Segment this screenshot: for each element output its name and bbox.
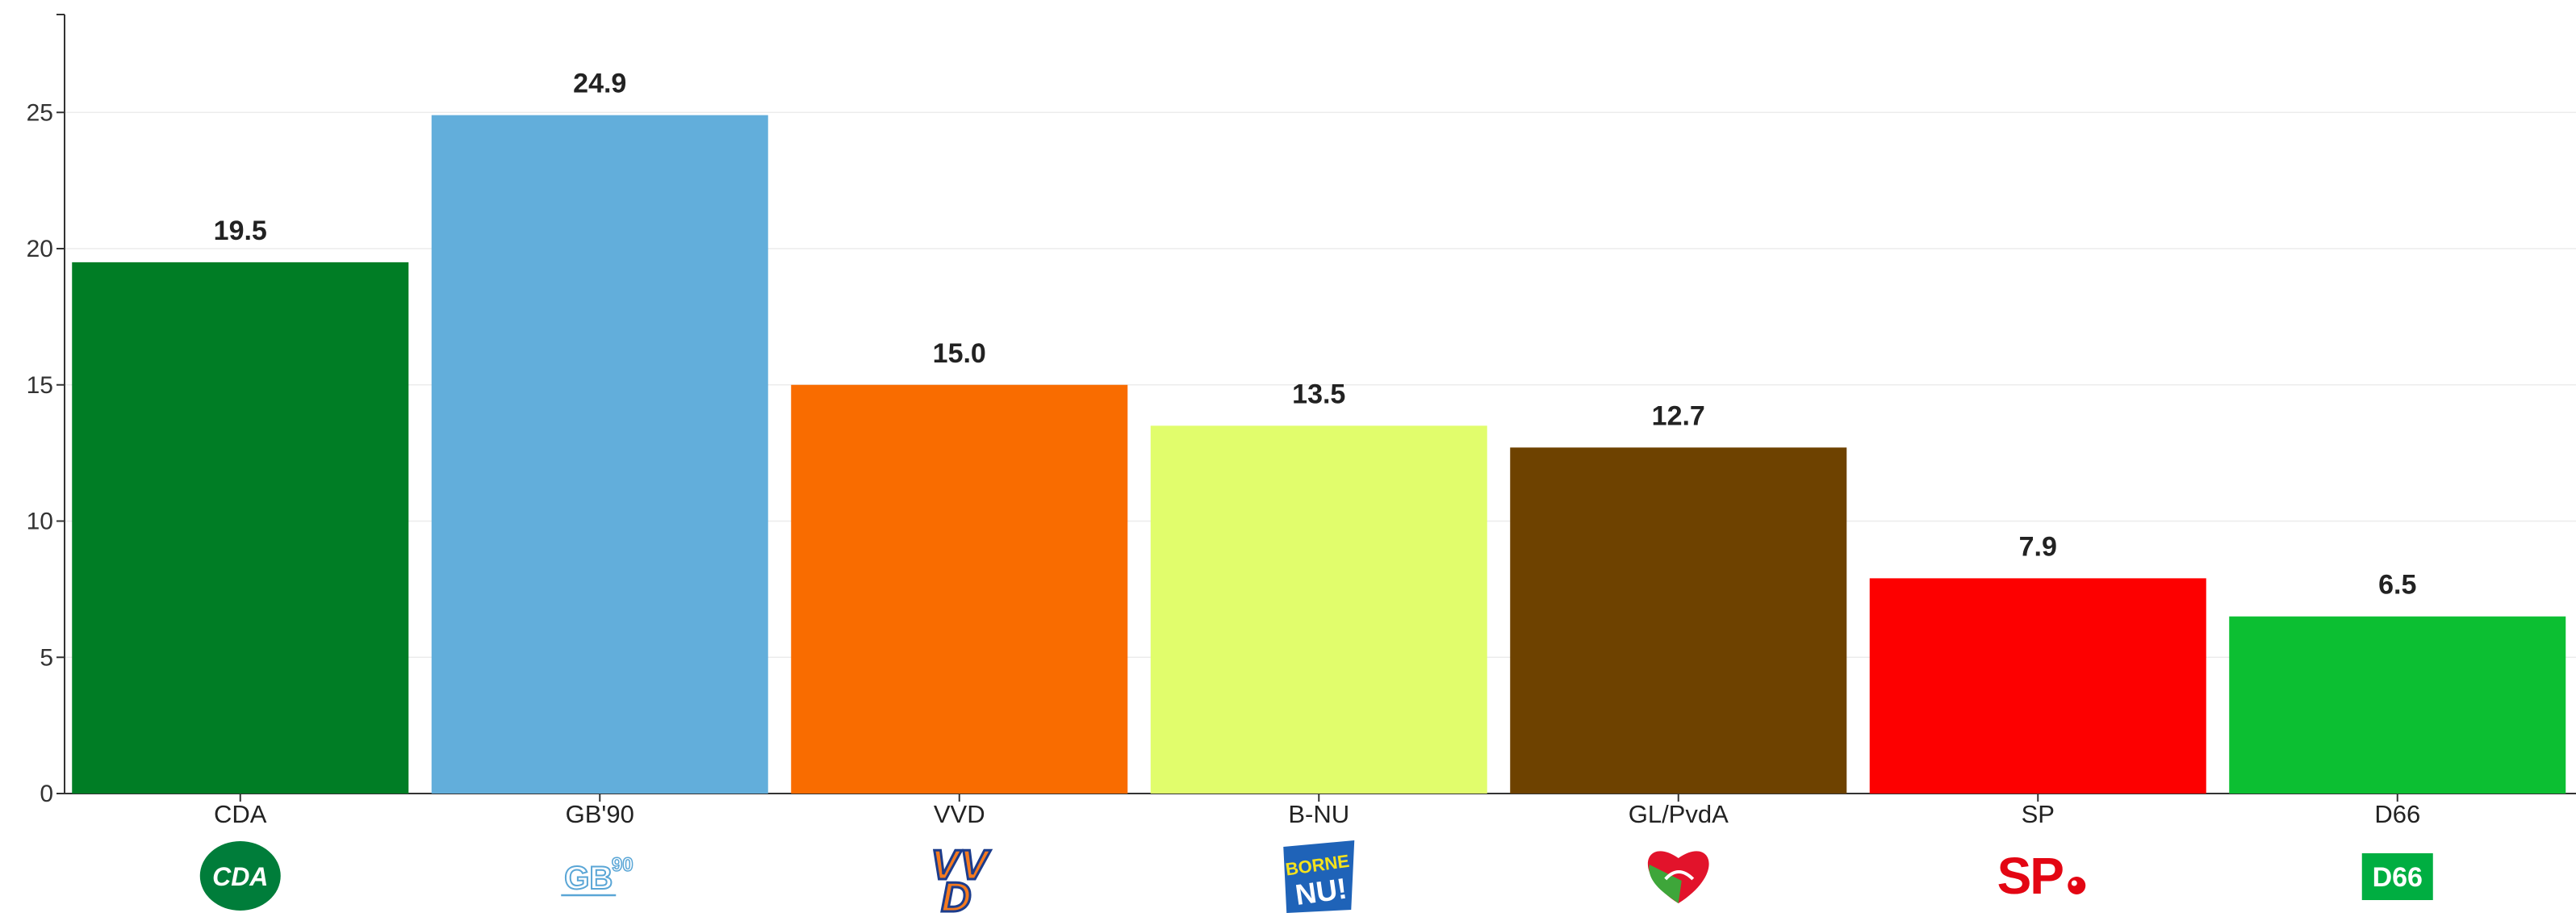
category-label: GB'90 (566, 800, 634, 828)
d66-logo-icon: D66 (2361, 853, 2433, 900)
bars (72, 115, 2566, 794)
bar-vvd (791, 384, 1128, 794)
svg-text:SP: SP (1997, 847, 2064, 905)
y-tick-label: 15 (27, 372, 53, 399)
bar-gb-90 (431, 115, 768, 794)
y-tick-label: 25 (27, 99, 53, 126)
vvd-logo-icon: V VD (930, 841, 993, 913)
x-axis-labels: CDA GB'90 VVD B-NU GL/PvdA SP D66 (214, 794, 2420, 828)
svg-text:90: 90 (612, 854, 634, 876)
svg-text:D66: D66 (2373, 862, 2423, 893)
svg-text:NU!: NU! (1293, 872, 1349, 912)
svg-text:GB: GB (564, 861, 613, 896)
svg-text:V: V (930, 842, 962, 889)
value-label: 6.5 (2378, 570, 2416, 601)
category-label: SP (2022, 800, 2055, 828)
value-labels: 19.5 24.9 15.0 13.5 12.7 7.9 6.5 (214, 69, 2417, 601)
value-label: 24.9 (573, 69, 626, 99)
value-label: 15.0 (933, 338, 986, 369)
cda-logo-icon: CDA (199, 841, 281, 911)
bar-sp (1869, 578, 2206, 794)
category-label: GL/PvdA (1629, 800, 1729, 828)
gl-pvda-logo-icon (1647, 851, 1709, 903)
bar-d66 (2229, 616, 2566, 794)
sp-logo-icon: SP (1997, 847, 2086, 905)
category-label: VVD (934, 800, 985, 828)
value-label: 7.9 (2019, 531, 2057, 562)
bar-cda (72, 262, 409, 794)
category-label: CDA (214, 800, 267, 828)
y-tick-label: 10 (27, 509, 53, 535)
svg-text:CDA: CDA (212, 862, 268, 891)
svg-text:D: D (941, 874, 972, 913)
value-label: 13.5 (1292, 379, 1345, 409)
category-label: D66 (2374, 800, 2420, 828)
y-tick-label: 0 (40, 781, 53, 807)
value-label: 19.5 (214, 216, 267, 246)
category-label: B-NU (1288, 800, 1349, 828)
y-tick-label: 5 (40, 644, 53, 671)
y-tick-label: 20 (27, 236, 53, 262)
bar-gl-pvda (1510, 447, 1847, 794)
svg-text:V: V (960, 842, 991, 889)
value-label: 12.7 (1652, 400, 1705, 431)
bar-b-nu (1150, 425, 1487, 794)
